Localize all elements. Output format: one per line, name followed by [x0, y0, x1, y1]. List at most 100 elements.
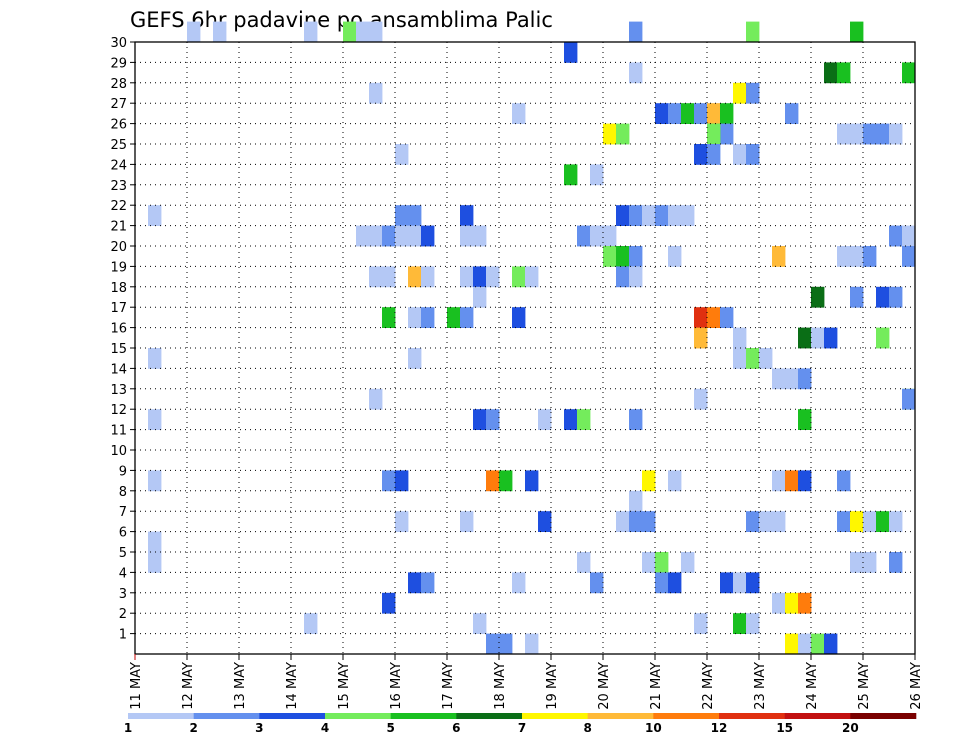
- y-tick-label: 27: [110, 97, 127, 112]
- legend-label: 4: [321, 721, 329, 735]
- heatmap-cell: [746, 348, 760, 369]
- heatmap-cell: [824, 633, 838, 655]
- heatmap-cell: [655, 552, 669, 573]
- heatmap-cell: [902, 388, 916, 410]
- heatmap-cell: [408, 225, 422, 247]
- heatmap-cell: [720, 572, 734, 594]
- heatmap-cell: [590, 225, 604, 247]
- heatmap-cell: [629, 205, 643, 226]
- heatmap-cell: [421, 266, 435, 288]
- heatmap-cell: [759, 348, 773, 369]
- heatmap-cell: [356, 225, 370, 247]
- y-tick-label: 8: [119, 485, 127, 500]
- heatmap-cell: [733, 572, 747, 594]
- heatmap-cell: [473, 613, 487, 634]
- x-tick-label: 23 MAY: [753, 662, 768, 710]
- heatmap-cell: [577, 552, 591, 573]
- heatmap-cell: [798, 327, 812, 349]
- heatmap-cell: [486, 266, 500, 288]
- heatmap-cell: [616, 205, 630, 226]
- heatmap-cell: [746, 21, 760, 43]
- heatmap-cell: [889, 286, 903, 308]
- heatmap-cell: [733, 82, 747, 104]
- heatmap-cell: [772, 368, 786, 390]
- heatmap-cell: [408, 572, 422, 594]
- legend-swatch: [522, 713, 588, 719]
- heatmap-cell: [616, 123, 630, 145]
- heatmap-cell: [369, 82, 383, 104]
- heatmap-cell: [590, 572, 604, 594]
- heatmap-cell: [603, 246, 617, 267]
- heatmap-cell: [785, 633, 799, 655]
- heatmap-cell: [629, 409, 643, 430]
- heatmap-cell: [629, 266, 643, 288]
- legend-swatch: [653, 713, 720, 719]
- heatmap-cell: [395, 511, 409, 532]
- heatmap-cell: [681, 103, 695, 124]
- heatmap-cell: [785, 368, 799, 390]
- heatmap-cell: [486, 470, 500, 492]
- heatmap-cell: [395, 225, 409, 247]
- heatmap-cell: [213, 21, 227, 43]
- heatmap-cell: [616, 511, 630, 532]
- heatmap-cell: [720, 103, 734, 124]
- heatmap-cell: [694, 613, 708, 634]
- legend-swatch: [587, 713, 654, 719]
- heatmap-cell: [772, 246, 786, 267]
- heatmap-cell: [655, 205, 669, 226]
- y-tick-label: 30: [110, 36, 127, 51]
- heatmap-cell: [694, 327, 708, 349]
- heatmap-cell: [629, 490, 643, 512]
- heatmap-cell: [785, 470, 799, 492]
- heatmap-cells: [148, 21, 916, 655]
- heatmap-cell: [798, 592, 812, 614]
- heatmap-cell: [668, 246, 682, 267]
- x-axis: 11 MAY 12 MAY 13 MAY 14 MAY 15 MAY 16 MAY 17 M…: [129, 654, 924, 710]
- heatmap-cell: [863, 552, 877, 573]
- heatmap-cell: [499, 470, 513, 492]
- heatmap-cell: [369, 266, 383, 288]
- heatmap-cell: [369, 21, 383, 43]
- heatmap-cell: [460, 307, 474, 328]
- y-tick-label: 9: [119, 464, 127, 479]
- heatmap-cell: [460, 266, 474, 288]
- heatmap-cell: [850, 286, 864, 308]
- heatmap-cell: [733, 144, 747, 165]
- heatmap-cell: [148, 205, 162, 226]
- legend-swatch: [325, 713, 391, 719]
- y-tick-label: 17: [110, 301, 127, 316]
- heatmap-cell: [733, 613, 747, 634]
- y-tick-label: 24: [110, 158, 127, 173]
- chart-title: GEFS 6hr padavine po ansamblima Palic: [130, 8, 553, 32]
- heatmap-cell: [304, 613, 318, 634]
- x-tick-label: 16 MAY: [389, 662, 404, 710]
- x-tick-label: 17 MAY: [441, 662, 456, 710]
- heatmap-cell: [148, 552, 162, 573]
- heatmap-cell: [343, 21, 357, 43]
- heatmap-cell: [395, 144, 409, 165]
- x-tick-label: 20 MAY: [597, 662, 612, 710]
- heatmap-cell: [889, 225, 903, 247]
- heatmap-cell: [512, 103, 526, 124]
- heatmap-cell: [850, 123, 864, 145]
- heatmap-cell: [746, 613, 760, 634]
- heatmap-cell: [837, 62, 851, 84]
- heatmap-cell: [889, 552, 903, 573]
- legend-label: 7: [518, 721, 526, 735]
- heatmap-cell: [785, 103, 799, 124]
- heatmap-cell: [642, 205, 656, 226]
- heatmap-cell: [564, 409, 578, 430]
- heatmap-cell: [421, 572, 435, 594]
- y-tick-label: 26: [110, 118, 127, 133]
- heatmap-cell: [382, 225, 396, 247]
- heatmap-cell: [811, 327, 825, 349]
- heatmap-cell: [681, 552, 695, 573]
- heatmap-cell: [473, 225, 487, 247]
- heatmap-cell: [811, 286, 825, 308]
- heatmap-cell: [629, 511, 643, 532]
- y-tick-label: 14: [110, 362, 127, 377]
- heatmap-cell: [564, 164, 578, 186]
- heatmap-cell: [603, 123, 617, 145]
- heatmap-cell: [746, 511, 760, 532]
